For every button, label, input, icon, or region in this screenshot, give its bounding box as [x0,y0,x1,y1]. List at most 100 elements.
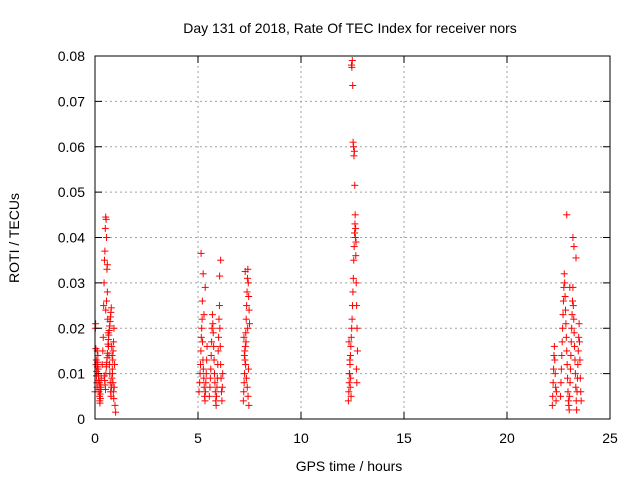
x-tick-label: 25 [602,430,618,446]
data-point [209,320,217,328]
x-axis-title: GPS time / hours [296,458,403,474]
data-point [577,397,585,405]
data-point [109,347,117,355]
x-tick-label: 20 [499,430,515,446]
data-point [242,315,250,323]
data-point [557,392,565,400]
data-point [198,297,206,305]
data-point [241,356,249,364]
data-point [109,370,117,378]
data-point [100,256,108,264]
y-tick-label: 0.04 [58,230,85,246]
data-point [107,304,115,312]
data-point [569,297,577,305]
data-point [550,351,558,359]
data-point [241,370,249,378]
data-point [100,302,108,310]
data-point [201,397,209,405]
chart-title: Day 131 of 2018, Rate Of TEC Index for r… [183,20,517,36]
data-point [99,347,107,355]
data-point [345,388,353,396]
data-point [552,383,560,391]
data-point [217,388,225,396]
data-point [349,81,357,89]
data-point [347,333,355,341]
data-point [216,272,224,280]
data-point [208,324,216,332]
data-point [563,211,571,219]
data-point [352,279,360,287]
data-points [91,57,585,416]
data-point [552,388,560,396]
x-tick-label: 0 [91,430,99,446]
data-point [350,256,358,264]
data-point [351,229,359,237]
data-point [215,302,223,310]
data-point [348,315,356,323]
data-point [346,383,354,391]
data-point [246,320,253,328]
data-point [351,211,359,219]
data-point [102,215,110,223]
data-point [211,379,219,387]
data-point [205,392,213,400]
x-tick-label: 15 [396,430,412,446]
y-axis-title: ROTI / TECUs [6,193,22,283]
data-point [345,370,353,378]
data-point [242,374,250,382]
data-point [207,365,215,373]
data-point [196,379,204,387]
data-point [213,392,221,400]
data-point [99,333,107,341]
data-point [241,268,249,276]
data-point [196,361,204,369]
data-point [347,374,355,382]
data-point [206,383,214,391]
data-point [550,365,558,373]
data-point [577,388,585,396]
data-point [240,388,248,396]
data-point [200,311,208,319]
data-point [569,234,577,241]
data-point [352,238,360,246]
data-point [353,324,361,332]
axis-ticks [94,55,611,420]
data-point [551,370,559,378]
data-point [245,292,253,300]
data-point [557,365,565,373]
data-point [212,401,220,409]
y-tick-label: 0.03 [58,275,85,291]
data-point [207,351,215,359]
y-tick-label: 0.02 [58,320,85,336]
data-point [242,338,250,346]
data-point [245,306,253,314]
data-point [349,274,357,282]
data-point [200,374,208,382]
data-point [102,370,110,378]
data-point [202,379,210,387]
data-point [240,333,248,341]
data-point [104,349,112,357]
data-point [571,370,579,378]
data-point [94,351,102,359]
data-point [217,374,225,382]
data-point [239,397,247,405]
x-tick-label: 10 [293,430,309,446]
data-point [566,365,574,373]
data-point [564,374,572,382]
data-point [564,388,572,396]
data-point [576,374,584,382]
data-point [244,365,252,373]
data-point [351,234,359,241]
data-point [96,397,104,405]
data-point [201,388,209,396]
data-point [196,370,204,378]
data-point [551,356,559,364]
data-point [353,379,361,387]
data-point [351,181,359,189]
data-point [245,401,253,409]
data-point [218,397,226,405]
data-point [347,342,355,350]
data-point [215,333,223,341]
data-point [244,324,252,332]
